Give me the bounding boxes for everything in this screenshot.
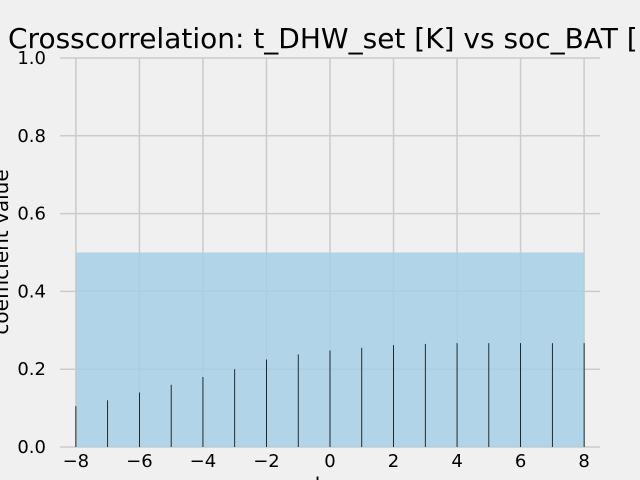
x-tick-label: −4 <box>190 451 217 472</box>
y-tick-label: 0.6 <box>17 204 46 225</box>
x-tick-label: 6 <box>515 451 526 472</box>
y-axis-label: coefficient value <box>0 169 13 334</box>
x-tick-label: 0 <box>324 451 335 472</box>
y-tick-label: 1.0 <box>17 48 46 69</box>
x-axis-label: lag <box>315 473 346 480</box>
x-tick-label: −6 <box>126 451 153 472</box>
y-tick-label: 0.4 <box>17 281 46 302</box>
x-tick-label: 2 <box>388 451 399 472</box>
y-tick-label: 0.0 <box>17 437 46 458</box>
x-tick-label: 8 <box>578 451 589 472</box>
x-tick-label: 4 <box>451 451 462 472</box>
y-tick-label: 0.8 <box>17 126 46 147</box>
x-tick-label: −2 <box>253 451 280 472</box>
chart-title: Crosscorrelation: t_DHW_set [K] vs soc_B… <box>8 22 638 55</box>
y-tick-label: 0.2 <box>17 359 46 380</box>
bars <box>75 343 585 447</box>
x-tick-label: −8 <box>63 451 90 472</box>
tick-labels: −8 −6 −4 −2 0 2 4 6 8 0.0 0.2 0.4 0.6 0.8 1.0 <box>17 48 589 472</box>
